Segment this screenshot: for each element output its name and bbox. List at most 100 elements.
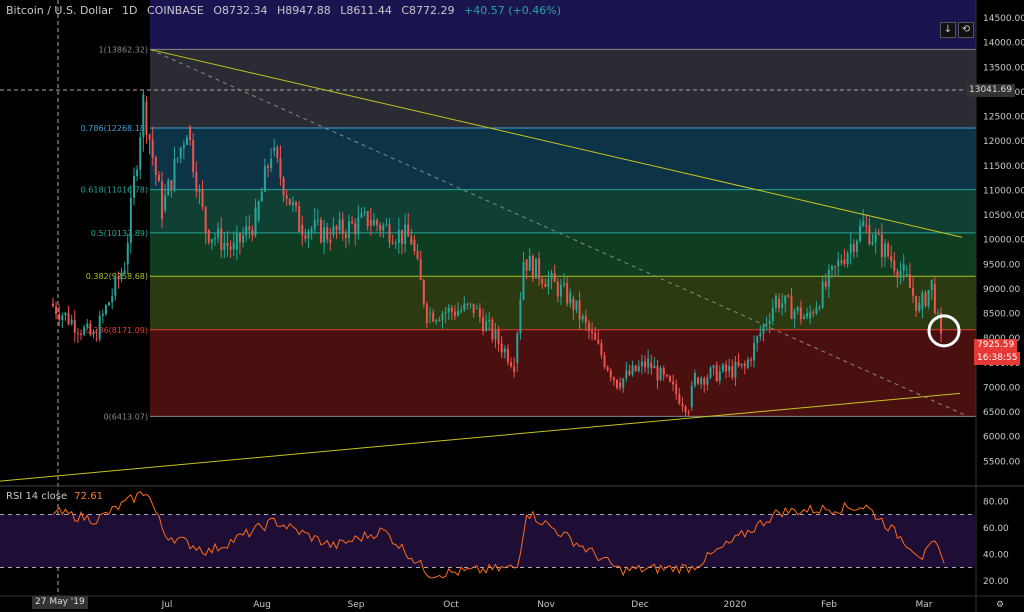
candle-body bbox=[712, 365, 715, 368]
candle-body bbox=[544, 283, 547, 288]
fib-label: 0.236(8171.09) bbox=[86, 326, 148, 335]
rsi-label: RSI bbox=[6, 491, 23, 502]
candle-body bbox=[469, 303, 472, 305]
candle-body bbox=[463, 303, 466, 311]
candle-body bbox=[690, 385, 693, 408]
candle-body bbox=[740, 363, 743, 366]
candle-body bbox=[874, 234, 877, 243]
fib-zone bbox=[150, 329, 976, 417]
candle-body bbox=[584, 315, 587, 323]
price-tick-label: 9000.00 bbox=[983, 285, 1020, 295]
candle-body bbox=[563, 283, 566, 286]
fib-zone-top bbox=[150, 0, 976, 50]
candle-body bbox=[429, 312, 432, 314]
candle-body bbox=[344, 233, 347, 239]
candle-body bbox=[416, 251, 419, 259]
candle-body bbox=[615, 379, 618, 389]
fib-label: 0.5(10137.89) bbox=[91, 229, 148, 238]
candle-body bbox=[478, 308, 481, 318]
candle-body bbox=[606, 366, 609, 371]
candle-body bbox=[849, 244, 852, 254]
candle-body bbox=[419, 258, 422, 280]
candle-body bbox=[868, 225, 871, 245]
candle-body bbox=[460, 310, 463, 312]
candle-body bbox=[260, 191, 263, 202]
candle-body bbox=[435, 320, 438, 322]
candle-body bbox=[173, 158, 176, 191]
change-value: +40.57 (+0.46%) bbox=[464, 4, 561, 17]
candle-body bbox=[771, 307, 774, 322]
candle-body bbox=[650, 362, 653, 369]
reset-icon[interactable]: ⟲ bbox=[958, 22, 974, 38]
candle-body bbox=[793, 311, 796, 319]
candle-body bbox=[404, 224, 407, 244]
crosshair-date-tag: 27 May '19 bbox=[32, 596, 88, 609]
candle-body bbox=[905, 274, 908, 276]
candle-body bbox=[295, 202, 298, 207]
candle-body bbox=[185, 137, 188, 145]
down-arrow-icon[interactable]: ↓ bbox=[940, 22, 956, 38]
candle-body bbox=[329, 239, 332, 244]
candle-body bbox=[503, 348, 506, 353]
fibonacci-zones: 1(13862.32) 0.786(12268.18) 0.618(11016.78… bbox=[81, 0, 976, 421]
fib-zone bbox=[150, 276, 976, 330]
candle-body bbox=[335, 226, 338, 231]
candle-body bbox=[553, 272, 556, 282]
candle-body bbox=[413, 239, 416, 252]
candle-body bbox=[887, 243, 890, 257]
candle-body bbox=[482, 317, 484, 332]
candle-body bbox=[388, 224, 391, 243]
candle-body bbox=[765, 323, 768, 326]
exchange: COINBASE bbox=[147, 4, 204, 17]
candle-body bbox=[796, 307, 799, 312]
candle-body bbox=[840, 260, 843, 263]
time-tick-label: 2020 bbox=[724, 600, 747, 610]
candle-body bbox=[774, 296, 777, 308]
candle-body bbox=[936, 312, 939, 314]
dashed-diagonal bbox=[149, 48, 969, 417]
candle-body bbox=[391, 242, 394, 244]
candle-body bbox=[802, 316, 805, 319]
interval[interactable]: 1D bbox=[122, 4, 138, 17]
candle-body bbox=[809, 312, 812, 319]
candle-body bbox=[662, 367, 665, 375]
fib-label: 1(13862.32) bbox=[98, 45, 148, 54]
candle-body bbox=[357, 217, 360, 235]
candle-body bbox=[232, 242, 235, 250]
candle-body bbox=[762, 325, 765, 334]
candle-body bbox=[628, 370, 631, 375]
candle-body bbox=[597, 339, 600, 344]
time-axis: Jul Aug Sep Oct Nov Dec 2020 Feb Mar ⚙ bbox=[0, 595, 1024, 610]
time-tick-label: Dec bbox=[631, 600, 648, 610]
candle-body bbox=[734, 361, 737, 378]
candle-body bbox=[619, 382, 622, 388]
candle-body bbox=[684, 406, 687, 412]
candle-body bbox=[263, 165, 266, 192]
candle-body bbox=[718, 371, 721, 382]
candle-body bbox=[728, 366, 731, 372]
grid bbox=[0, 0, 976, 596]
candle-body bbox=[453, 311, 456, 316]
fib-label: 0.618(11016.78) bbox=[81, 186, 148, 195]
candle-body bbox=[179, 147, 182, 158]
candle-body bbox=[229, 246, 232, 250]
candle-body bbox=[238, 233, 241, 243]
candle-body bbox=[189, 126, 192, 140]
candle-body bbox=[778, 298, 781, 308]
candle-body bbox=[721, 364, 724, 372]
candle-body bbox=[510, 362, 513, 367]
candle-body bbox=[279, 158, 282, 178]
candle-body bbox=[432, 312, 435, 322]
candle-body bbox=[235, 233, 238, 250]
candle-body bbox=[494, 329, 497, 340]
candle-body bbox=[731, 366, 734, 378]
candle-body bbox=[940, 312, 943, 334]
rsi-tick-label: 60.00 bbox=[983, 524, 1009, 534]
candle-body bbox=[812, 312, 815, 314]
candle-body bbox=[700, 378, 703, 384]
candle-body bbox=[117, 276, 120, 280]
candle-body bbox=[659, 367, 662, 381]
candle-body bbox=[220, 228, 223, 251]
rsi-panel: 80.00 60.00 40.00 20.00 bbox=[0, 485, 1024, 594]
